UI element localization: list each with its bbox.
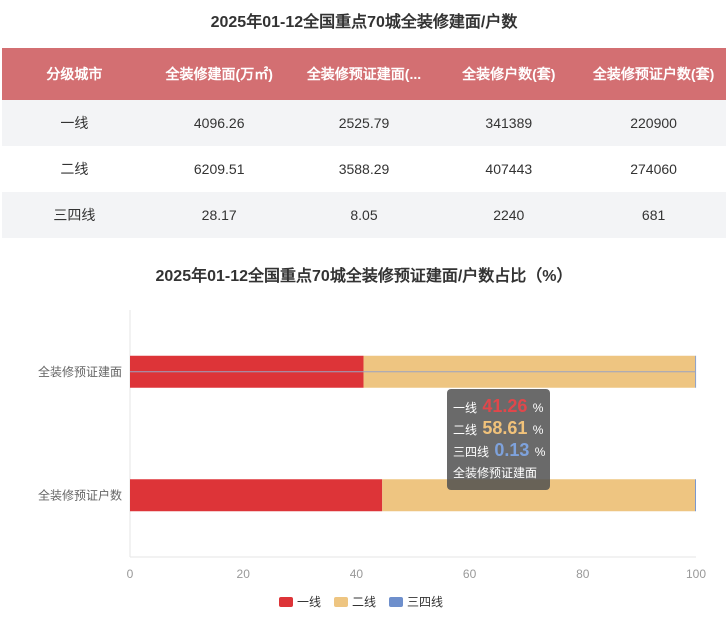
tooltip-series-name: 三四线 [453,445,490,459]
chart-tooltip: 一线 41.26 % 二线 58.61 % 三四线 0.13 % 全装修预证建面 [447,389,550,490]
table-header-row: 分级城市 全装修建面(万㎡) 全装修预证建面(... 全装修户数(套) 全装修预… [2,48,726,100]
tooltip-unit: % [532,401,544,415]
tooltip-row: 二线 58.61 % [453,417,544,439]
tooltip-category: 全装修预证建面 [453,466,538,480]
bar-segment [130,479,383,512]
header-city-tier[interactable]: 分级城市 [2,48,147,100]
legend-swatch [279,597,293,607]
bar-segment [695,479,696,512]
cell-tier: 二线 [2,146,147,192]
tooltip-value: 0.13 [494,440,530,460]
cell-presale-area: 8.05 [291,192,437,238]
tooltip-value: 41.26 [482,396,528,416]
tooltip-unit: % [534,445,546,459]
header-presale-units[interactable]: 全装修预证户数(套) [581,48,726,100]
x-tick-label: 0 [127,567,134,581]
table-row: 二线 6209.51 3588.29 407443 274060 [2,146,726,192]
x-tick-label: 20 [237,567,251,581]
cell-presale-units: 220900 [581,100,726,146]
tooltip-row: 一线 41.26 % [453,395,544,417]
data-table: 分级城市 全装修建面(万㎡) 全装修预证建面(... 全装修户数(套) 全装修预… [2,48,726,238]
cell-presale-area: 2525.79 [291,100,437,146]
y-category-label: 全装修预证建面 [38,364,122,379]
tooltip-row: 三四线 0.13 % [453,439,546,461]
cell-tier: 三四线 [2,192,147,238]
legend-label: 三四线 [407,595,443,609]
table-row: 一线 4096.26 2525.79 341389 220900 [2,100,726,146]
tooltip-unit: % [532,423,544,437]
header-full-units[interactable]: 全装修户数(套) [436,48,582,100]
table-row: 三四线 28.17 8.05 2240 681 [2,192,726,238]
legend-swatch [389,597,403,607]
cell-full-units: 407443 [436,146,582,192]
tooltip-series-name: 二线 [453,423,478,437]
x-tick-label: 40 [350,567,364,581]
cell-full-area: 6209.51 [146,146,292,192]
cell-presale-area: 3588.29 [291,146,437,192]
y-category-label: 全装修预证户数 [38,487,122,502]
header-presale-area[interactable]: 全装修预证建面(... [291,48,437,100]
cell-full-area: 4096.26 [146,100,292,146]
cell-full-area: 28.17 [146,192,292,238]
cell-presale-units: 274060 [581,146,726,192]
chart-title: 2025年01-12全国重点70城全装修预证建面/户数占比（%） [155,268,573,285]
cell-presale-units: 681 [581,192,726,238]
table-title: 2025年01-12全国重点70城全装修建面/户数 [210,14,518,31]
tooltip-value: 58.61 [482,418,528,438]
header-full-area[interactable]: 全装修建面(万㎡) [146,48,292,100]
tooltip-series-name: 一线 [453,401,478,415]
legend-swatch [334,597,348,607]
legend-label: 一线 [297,595,321,609]
cell-tier: 一线 [2,100,147,146]
x-tick-label: 80 [576,567,590,581]
cell-full-units: 341389 [436,100,582,146]
x-tick-label: 100 [686,567,706,581]
x-tick-label: 60 [463,567,477,581]
cell-full-units: 2240 [436,192,582,238]
legend-label: 二线 [352,595,376,609]
